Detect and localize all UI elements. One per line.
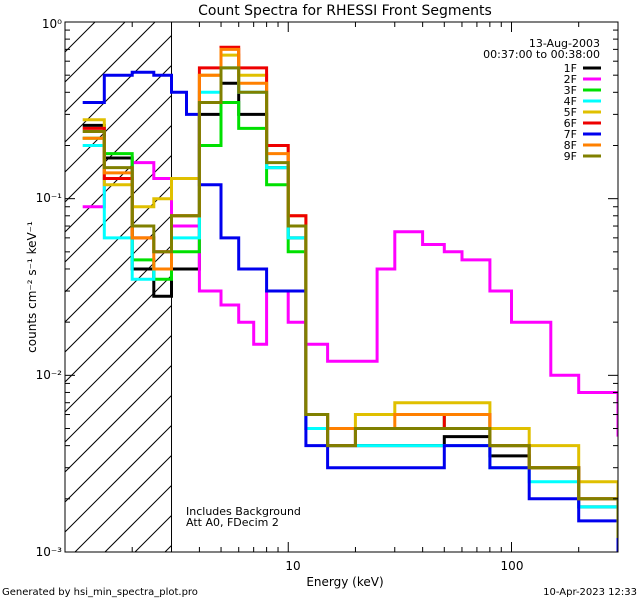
series-line-9F xyxy=(82,66,618,538)
y-tick-label-1e-1: 10⁻¹ xyxy=(36,191,63,205)
footer-generated-by: Generated by hsi_min_spectra_plot.pro xyxy=(2,587,198,598)
plot-frame xyxy=(64,21,619,553)
hatch-line-17 xyxy=(74,455,172,553)
hatch-line-0 xyxy=(64,21,96,53)
series-line-7F xyxy=(82,70,618,552)
time-range-label: 00:37:00 to 00:38:00 xyxy=(483,48,600,61)
hatch-line-12 xyxy=(64,305,172,413)
hatch-line-11 xyxy=(64,275,172,383)
chart-title: Count Spectra for RHESSI Front Segments xyxy=(198,3,492,19)
series-line-1F xyxy=(82,81,618,538)
hatch-line-2 xyxy=(64,21,156,113)
series-lines xyxy=(82,45,618,552)
hatch-line-1 xyxy=(64,21,126,83)
series-line-5F xyxy=(82,53,618,521)
series-line-2F xyxy=(82,161,618,437)
annotation-attenuator: Att A0, FDecim 2 xyxy=(186,516,279,529)
hatch-line-16 xyxy=(64,425,172,533)
y-tick-label-1e-2: 10⁻² xyxy=(36,368,63,382)
x-tick-label-10: 10 xyxy=(285,559,300,573)
hatch-line-18 xyxy=(104,485,172,553)
footer-timestamp: 10-Apr-2023 12:33 xyxy=(543,587,637,598)
y-tick-label-1e-3: 10⁻³ xyxy=(36,545,63,559)
legend-label-8F: 8F xyxy=(564,139,577,152)
series-line-3F xyxy=(82,101,618,538)
axis-ticks xyxy=(64,21,619,553)
hatch-line-15 xyxy=(64,395,172,503)
legend-label-7F: 7F xyxy=(564,128,577,141)
legend-label-6F: 6F xyxy=(564,117,577,130)
hatch-line-19 xyxy=(134,515,172,553)
y-axis-label: counts cm⁻² s⁻¹ keV⁻¹ xyxy=(25,221,39,353)
legend-label-2F: 2F xyxy=(564,73,577,86)
hatch-line-5 xyxy=(64,95,172,203)
hatch-line-14 xyxy=(64,365,172,473)
hatch-line-4 xyxy=(64,65,172,173)
date-label: 13-Aug-2003 xyxy=(529,37,600,50)
hatch-line-13 xyxy=(64,335,172,443)
legend-label-3F: 3F xyxy=(564,84,577,97)
hatch-line-3 xyxy=(64,35,172,143)
annotation-background: Includes Background xyxy=(186,505,301,518)
x-tick-label-100: 100 xyxy=(501,559,524,573)
x-axis-label: Energy (keV) xyxy=(306,575,383,589)
legend-label-5F: 5F xyxy=(564,106,577,119)
legend-label-1F: 1F xyxy=(564,62,577,75)
hatch-line-20 xyxy=(164,545,172,553)
y-tick-label-1e0: 10⁰ xyxy=(42,17,62,31)
hatch-line-10 xyxy=(64,245,172,353)
hatched-region xyxy=(64,21,172,553)
legend-label-9F: 9F xyxy=(564,150,577,163)
legend-label-4F: 4F xyxy=(564,95,577,108)
